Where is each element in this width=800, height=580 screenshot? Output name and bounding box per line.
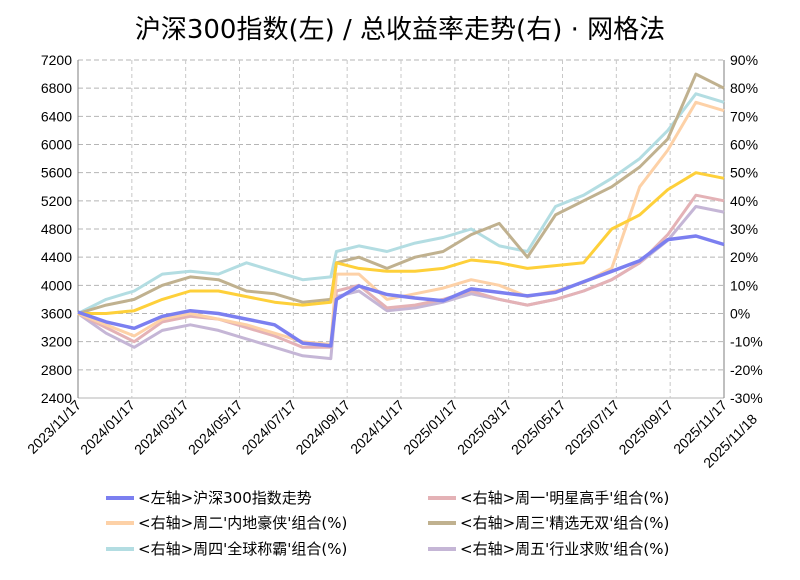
legend-label: <右轴>周五'行业求败'组合(%) [460,540,669,558]
left-tick-label: 4800 [41,221,72,237]
right-tick-label: 0% [730,306,750,322]
series-line-1 [77,193,725,349]
series-line-6 [78,171,725,315]
x-tick-label: 2024/05/17 [185,397,246,458]
right-axis: 90% 80% 70% 60% 50% 40% 30% 20% 10% 0% -10% -20% -30… [730,52,763,406]
x-tick-label: 2024/09/17 [292,397,353,458]
left-tick-label: 3600 [41,306,72,322]
right-tick-label: -20% [730,362,763,378]
left-tick-label: 4400 [41,249,72,265]
x-axis: 2023/11/172024/01/172024/03/172024/05/17… [24,397,760,471]
right-tick-label: 50% [730,165,758,181]
x-tick-label: 2025/05/17 [508,397,569,458]
right-tick-label: 80% [730,80,758,96]
right-tick-label: 70% [730,108,758,124]
chart-title: 沪深300指数(左) / 总收益率走势(右) · 网格法 [135,15,665,45]
series-line-3 [77,72,725,315]
legend: <左轴>沪深300指数走势 <右轴>周一'明星高手'组合(%) <右轴>周二'内地豪… [106,489,669,558]
right-tick-label: 90% [730,52,758,68]
legend-label: <右轴>周二'内地豪侠'组合(%) [138,514,347,532]
legend-label: <右轴>周一'明星高手'组合(%) [460,489,669,507]
left-tick-label: 4000 [41,277,72,293]
right-tick-label: -10% [730,334,763,350]
left-axis: 7200 6800 6400 6000 5600 5200 4800 4400 4000 3600… [41,52,72,406]
series-line-2 [77,100,725,346]
right-tick-label: 20% [730,249,758,265]
left-tick-label: 2800 [41,362,72,378]
legend-label: <右轴>周三'精选无双'组合(%) [460,514,669,532]
left-tick-label: 6000 [41,137,72,153]
series-line-0 [77,234,725,348]
left-tick-label: 6800 [41,80,72,96]
x-tick-label: 2025/09/17 [615,397,676,458]
left-tick-label: 7200 [41,52,72,68]
right-tick-label: 30% [730,221,758,237]
grid [77,59,725,399]
x-tick-label: 2025/01/17 [400,397,461,458]
legend-label: <左轴>沪深300指数走势 [138,489,312,507]
left-tick-label: 6400 [41,108,72,124]
x-tick-label: 2024/07/17 [239,397,300,458]
series-layer [77,72,725,361]
series-line-4 [77,92,725,315]
right-tick-label: 60% [730,137,758,153]
x-tick-label: 2024/03/17 [131,397,192,458]
x-tick-label: 2025/03/17 [454,397,515,458]
x-tick-label: 2024/11/17 [347,397,407,457]
right-tick-label: 40% [730,193,758,209]
x-tick-label: 2024/01/17 [77,397,138,458]
left-tick-label: 3200 [41,334,72,350]
legend-label: <右轴>周四'全球称霸'组合(%) [138,540,347,558]
left-tick-label: 5600 [41,165,72,181]
x-tick-label: 2025/07/17 [562,397,623,458]
right-tick-label: 10% [730,277,758,293]
right-tick-label: -30% [730,390,763,406]
left-tick-label: 2400 [41,390,72,406]
left-tick-label: 5200 [41,193,72,209]
